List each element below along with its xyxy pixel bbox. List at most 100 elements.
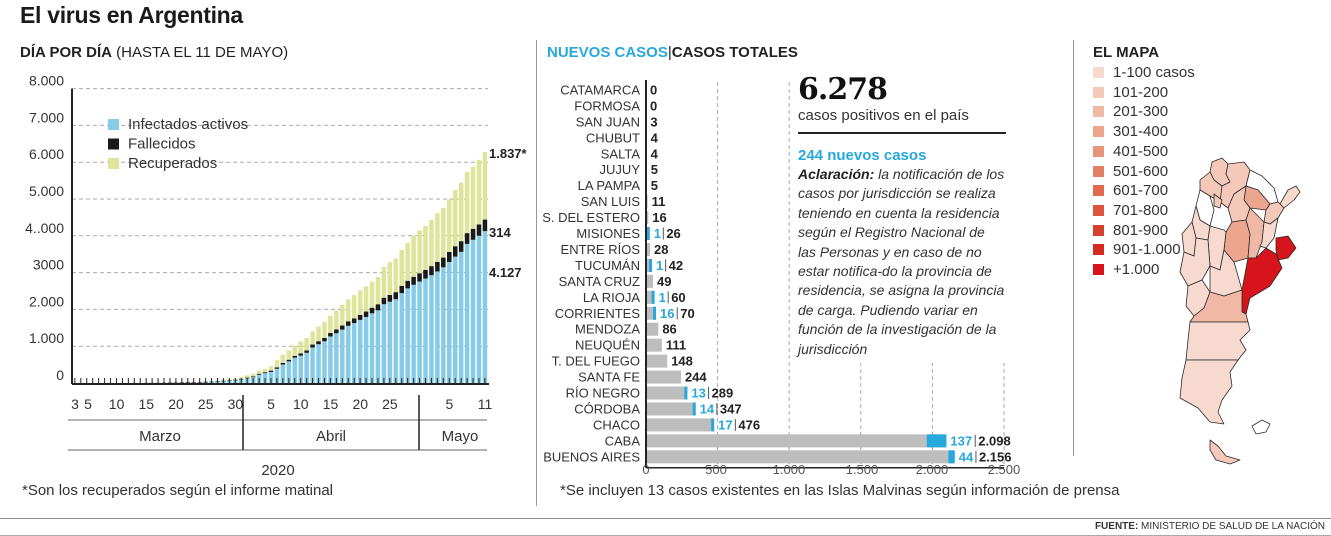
heading-new-cases: NUEVOS CASOS: [547, 44, 668, 61]
bar-deaths: [357, 314, 363, 320]
legend-swatch: [1093, 67, 1104, 78]
total-cases-label: 476: [738, 417, 760, 432]
bar-active: [363, 316, 369, 383]
bar-deaths: [452, 246, 458, 257]
x-tick-label: 10: [109, 396, 125, 412]
total-cases-label: 70: [680, 306, 694, 321]
end-label-recovered: 1.837*: [489, 146, 528, 161]
bar-deaths: [262, 372, 268, 374]
legend-label: 801-900: [1113, 221, 1169, 239]
bar-deaths: [298, 353, 303, 356]
legend-swatch: [1093, 165, 1104, 177]
province-label: SANTA FE: [578, 370, 640, 385]
bar-total-cases: [646, 418, 715, 432]
legend-label: 601-700: [1113, 182, 1169, 200]
x-tick-label: 5: [445, 396, 453, 412]
bar-deaths: [274, 367, 280, 369]
total-cases-label: 2.098: [978, 433, 1011, 448]
month-label: Abril: [316, 428, 346, 445]
legend-swatch: [1093, 145, 1104, 157]
bar-active: [452, 256, 458, 383]
map-region-entrerios: [1259, 217, 1279, 249]
bar-total-cases: [646, 370, 681, 384]
bar-recovered: [239, 376, 244, 379]
total-cases-label: 4: [651, 146, 659, 161]
bar-deaths: [328, 332, 333, 337]
legend-label: +1.000: [1113, 261, 1160, 278]
bar-active: [316, 344, 321, 383]
bar-deaths: [369, 307, 375, 314]
left-chart-heading: DÍA POR DÍA (HASTA EL 11 DE MAYO): [20, 44, 288, 61]
x-tick-label: 15: [138, 396, 154, 412]
x-tick-label: 25: [198, 396, 214, 412]
bar-deaths: [405, 280, 410, 289]
bar-recovered: [411, 236, 416, 277]
bar-recovered: [482, 151, 488, 220]
bar-total-cases: [646, 322, 659, 336]
map-legend-item: 701-800: [1093, 202, 1168, 219]
map-region-santacruz: [1179, 359, 1239, 425]
bar-deaths: [417, 273, 422, 282]
map-legend-item: 401-500: [1093, 143, 1168, 160]
province-label: MISIONES: [576, 226, 640, 241]
map-region-chubut: [1185, 321, 1251, 361]
bar-recovered: [274, 360, 280, 368]
heading-total-cases: CASOS TOTALES: [671, 44, 798, 61]
total-cases-label: 111: [666, 338, 686, 353]
new-cases-label: 16: [660, 306, 674, 321]
map-legend-item: 801-900: [1093, 222, 1168, 239]
bar-total-cases: [646, 338, 662, 352]
legend-label: 501-600: [1113, 162, 1169, 180]
daily-stacked-bar-chart: 0 1.000 2.000 3000 4..000 5.000 6.000 7.000 8.00…: [25, 73, 528, 479]
x-tick-label: 1.500: [846, 462, 879, 477]
total-cases-label: 26: [666, 226, 680, 241]
legend-label: Recuperados: [128, 155, 217, 172]
x-tick-label: 10: [293, 396, 309, 412]
bar-active: [435, 271, 440, 383]
x-tick-label: 15: [323, 396, 339, 412]
x-tick-label: 20: [168, 396, 184, 412]
bar-active: [268, 371, 274, 383]
new-cases-count: 244 nuevos casos: [798, 147, 927, 164]
middle-footnote: *Se incluyen 13 casos existentes en las …: [560, 482, 1120, 499]
total-cases-label: 4: [651, 130, 659, 145]
bar-new-cases: [948, 450, 955, 464]
bar-deaths: [340, 325, 345, 330]
bar-deaths: [464, 233, 470, 244]
new-cases-label: 1: [656, 258, 663, 273]
bar-deaths: [429, 266, 434, 276]
source-label: FUENTE:: [1094, 521, 1139, 532]
left-heading-bold: DÍA POR DÍA: [20, 44, 112, 61]
total-cases-label: 16: [652, 210, 666, 225]
legend-label: 101-200: [1113, 83, 1169, 101]
bar-active: [334, 333, 339, 383]
left-heading-rest: (HASTA EL 11 DE MAYO): [111, 44, 289, 61]
bar-recovered: [381, 266, 387, 298]
bar-deaths: [423, 269, 428, 279]
bar-recovered: [328, 315, 333, 333]
bar-active: [357, 319, 363, 383]
map-legend-item: 101-200: [1093, 84, 1168, 101]
bar-deaths: [310, 344, 315, 348]
map-title: EL MAPA: [1093, 44, 1160, 61]
bar-recovered: [452, 190, 458, 247]
bar-recovered: [298, 341, 303, 354]
province-label: CORRIENTES: [555, 306, 641, 321]
bar-active: [387, 301, 393, 383]
bar-total-cases: [646, 450, 955, 464]
bar-active: [304, 352, 309, 383]
province-label: CHUBUT: [586, 130, 640, 145]
map-region-caba: [1275, 235, 1297, 261]
bar-new-cases: [926, 434, 947, 448]
map-legend-item: 901-1.000: [1093, 241, 1181, 258]
province-label: S. DEL ESTERO: [542, 210, 640, 225]
bar-new-cases: [651, 290, 655, 304]
bar-recovered: [369, 281, 375, 308]
province-label: CABA: [605, 433, 641, 448]
summary-box: 6.278 casos positivos en el país 244 nue…: [792, 70, 1012, 364]
x-tick-label: 0: [642, 462, 649, 477]
bar-active: [369, 313, 375, 383]
y-tick-label: 4..000: [25, 220, 64, 236]
x-tick-label: 5: [267, 396, 275, 412]
province-label: CHACO: [593, 417, 640, 432]
